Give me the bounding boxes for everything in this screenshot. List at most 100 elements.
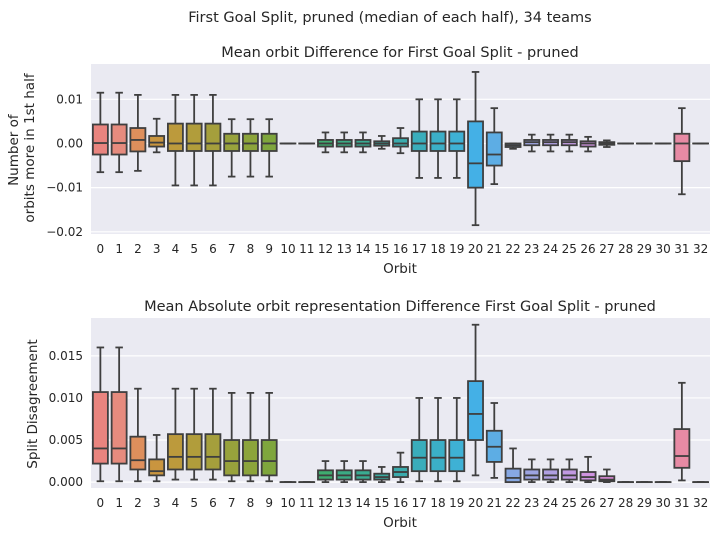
top-xtick-label: 13: [337, 242, 352, 256]
bottom-chart: Mean Absolute orbit representation Diffe…: [25, 299, 710, 531]
top-chart-ylabel-line2: orbits more in 1st half: [22, 72, 38, 222]
bottom-box-orbit-22: [504, 447, 522, 484]
bottom-box-body: [223, 439, 241, 477]
top-box-body: [429, 130, 447, 152]
bottom-xtick-label: 13: [337, 496, 352, 510]
top-box-body: [260, 132, 278, 152]
top-box-orbit-27: [598, 139, 616, 148]
figure-suptitle: First Goal Split, pruned (median of each…: [188, 10, 592, 26]
bottom-xtick-label: 22: [505, 496, 520, 510]
top-box-orbit-26: [579, 135, 597, 153]
top-xtick-label: 29: [637, 242, 652, 256]
top-ytick-label: 0.01: [56, 92, 83, 106]
bottom-xtick-label: 23: [524, 496, 539, 510]
bottom-box-body: [204, 433, 222, 471]
top-xtick-label: 1: [115, 242, 123, 256]
bottom-box-body: [129, 435, 147, 471]
top-ytick-label: −0.02: [46, 225, 83, 239]
top-box-orbit-21: [485, 107, 503, 186]
bottom-box-body: [110, 391, 128, 465]
top-box-orbit-2: [129, 94, 147, 172]
top-box-body: [242, 132, 259, 152]
top-box-body: [204, 122, 222, 152]
top-xtick-label: 2: [134, 242, 142, 256]
top-xtick-label: 4: [172, 242, 180, 256]
bottom-xtick-label: 5: [190, 496, 198, 510]
top-box-orbit-14: [354, 131, 372, 154]
top-box-orbit-20: [467, 71, 484, 227]
top-box-orbit-16: [392, 127, 409, 155]
bottom-box-body: [448, 439, 466, 473]
bottom-box-orbit-13: [335, 460, 353, 484]
bottom-box-body: [148, 458, 166, 477]
top-box-body: [185, 122, 203, 152]
top-box-orbit-19: [448, 98, 466, 179]
top-box-orbit-12: [317, 131, 334, 154]
top-box-body: [110, 123, 128, 156]
bottom-xtick-label: 27: [599, 496, 614, 510]
bottom-xtick-label: 19: [449, 496, 464, 510]
bottom-box-body: [167, 433, 184, 471]
bottom-ytick-label: 0.015: [49, 349, 83, 363]
top-box-orbit-25: [560, 133, 578, 153]
top-xtick-label: 19: [449, 242, 464, 256]
top-box-body: [410, 130, 428, 152]
top-box-orbit-17: [410, 98, 428, 179]
bottom-box-orbit-7: [223, 392, 241, 483]
top-box-orbit-23: [523, 133, 541, 153]
top-xtick-label: 28: [618, 242, 633, 256]
bottom-xtick-label: 21: [487, 496, 502, 510]
top-xtick-label: 22: [505, 242, 520, 256]
bottom-box-orbit-25: [560, 458, 578, 484]
bottom-box-orbit-2: [129, 387, 147, 483]
bottom-xtick-label: 26: [580, 496, 595, 510]
top-box-body: [148, 135, 166, 148]
bottom-xtick-label: 31: [674, 496, 689, 510]
top-box-orbit-3: [148, 117, 166, 154]
top-box-orbit-31: [673, 107, 691, 196]
bottom-box-body: [467, 380, 484, 441]
top-xtick-label: 26: [580, 242, 595, 256]
bottom-xtick-label: 20: [468, 496, 483, 510]
bottom-box-orbit-12: [317, 460, 334, 484]
bottom-ytick-label: 0.005: [49, 433, 83, 447]
top-xtick-label: 20: [468, 242, 483, 256]
bottom-box-orbit-21: [485, 402, 503, 479]
top-xtick-label: 31: [674, 242, 689, 256]
bottom-box-orbit-1: [110, 346, 128, 483]
top-xtick-label: 7: [228, 242, 236, 256]
top-xtick-label: 0: [97, 242, 105, 256]
top-xtick-label: 8: [247, 242, 255, 256]
top-xtick-label: 17: [412, 242, 427, 256]
top-chart-xlabel: Orbit: [383, 261, 417, 277]
top-xtick-label: 21: [487, 242, 502, 256]
top-box-body: [467, 120, 484, 189]
top-ytick-label: −0.01: [46, 181, 83, 195]
top-xtick-label: 14: [355, 242, 370, 256]
bottom-box-orbit-19: [448, 397, 466, 483]
top-xtick-label: 11: [299, 242, 314, 256]
top-box-body: [167, 122, 184, 152]
bottom-box-orbit-24: [542, 458, 559, 484]
top-xtick-label: 23: [524, 242, 539, 256]
bottom-xtick-label: 8: [247, 496, 255, 510]
bottom-box-orbit-0: [91, 346, 109, 483]
top-chart-ylabel-line1: Number of: [6, 113, 22, 186]
top-box-orbit-1: [110, 91, 128, 174]
bottom-box-orbit-5: [185, 387, 203, 481]
top-box-orbit-18: [429, 98, 447, 179]
bottom-xtick-label: 18: [430, 496, 445, 510]
bottom-xtick-label: 1: [115, 496, 123, 510]
bottom-box-orbit-18: [429, 397, 447, 483]
bottom-box-orbit-14: [354, 460, 372, 484]
top-box-body: [392, 137, 409, 148]
top-xtick-label: 15: [374, 242, 389, 256]
top-xtick-label: 32: [693, 242, 708, 256]
top-xtick-label: 12: [318, 242, 333, 256]
bottom-box-body: [429, 439, 447, 473]
bottom-xtick-label: 24: [543, 496, 558, 510]
bottom-box-body: [242, 439, 259, 477]
top-xtick-label: 5: [190, 242, 198, 256]
